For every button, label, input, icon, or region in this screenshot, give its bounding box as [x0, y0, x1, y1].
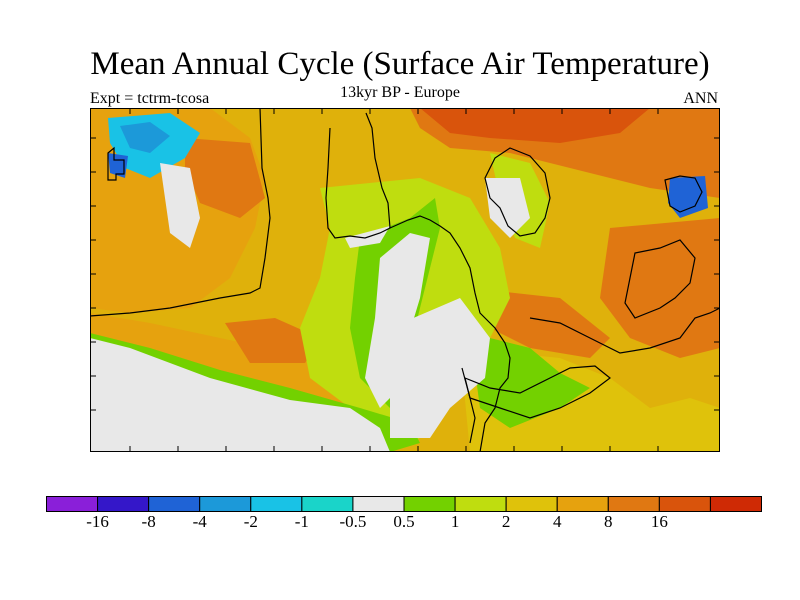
colorbar-swatch [97, 496, 150, 512]
colorbar-tick-label: -0.5 [339, 512, 367, 531]
coastline-north-atlantic-land [90, 108, 271, 317]
region-russia-warm [600, 218, 720, 358]
axis-ticks [90, 108, 720, 452]
map-frame [90, 108, 720, 452]
colorbar-swatch [607, 496, 660, 512]
coastline-west-europe [389, 215, 511, 452]
colorbar-swatch [658, 496, 711, 512]
colorbar-tick-label: 2 [501, 512, 511, 531]
coastline-east-europe [529, 307, 720, 354]
colorbar-swatch [403, 496, 456, 512]
region-biscay-neutral [365, 233, 430, 408]
region-atlantic-neutral [90, 338, 390, 452]
colorbar-swatch [46, 496, 99, 512]
colorbar-swatch [556, 496, 609, 512]
colorbar-swatch [505, 496, 558, 512]
coastlines [90, 108, 720, 452]
region-icesheet-neutral [160, 163, 200, 248]
colorbar-swatch [199, 496, 252, 512]
coastline-urals-lake [664, 175, 703, 213]
coastline-russia [624, 239, 696, 319]
colorbar-tick-label: 8 [604, 512, 613, 531]
period-label: 13kyr BP - Europe [340, 84, 460, 101]
colorbar-swatch [454, 496, 507, 512]
colorbar [46, 496, 762, 512]
colorbar-swatch [709, 496, 762, 512]
colorbar-tick-label: -1 [294, 512, 309, 531]
coastline-scandinavia [484, 147, 551, 237]
colorbar-tick-label: -4 [192, 512, 207, 531]
experiment-label: Expt = tctrm-tcosa [90, 90, 210, 107]
temperature-map [90, 108, 720, 452]
colorbar-tick-label: 4 [552, 512, 562, 531]
colorbar-swatch [148, 496, 201, 512]
region-mid-atlantic-warm [185, 138, 265, 218]
colorbar-tick-label: 16 [650, 512, 668, 531]
colorbar-tick-label: -16 [86, 512, 109, 531]
colorbar-tick-label: 0.5 [393, 512, 415, 531]
region-iceland-cold [108, 153, 128, 178]
colorbar-swatch [250, 496, 303, 512]
region-urals-cold [668, 176, 708, 218]
region-scandinavia-cold [485, 178, 530, 238]
region-iberia-neutral [390, 298, 490, 438]
region-warm-patch-2 [225, 318, 320, 363]
colorbar-tick-label: 1 [450, 512, 460, 531]
coastline-british-isles [325, 112, 391, 239]
colorbar-swatch [352, 496, 405, 512]
colorbar-tick-label: -2 [243, 512, 258, 531]
season-label: ANN [683, 90, 718, 107]
chart-title: Mean Annual Cycle (Surface Air Temperatu… [90, 46, 710, 82]
colorbar-swatch [301, 496, 354, 512]
coastline-greenland [107, 146, 125, 181]
region-mediterranean-green [470, 333, 590, 428]
coastline-iberia [461, 367, 476, 444]
colorbar-tick-label: -8 [141, 512, 156, 531]
region-greenland-colder [120, 122, 170, 153]
coastline-mediterranean [464, 365, 611, 419]
region-far-north-hot [420, 108, 650, 143]
